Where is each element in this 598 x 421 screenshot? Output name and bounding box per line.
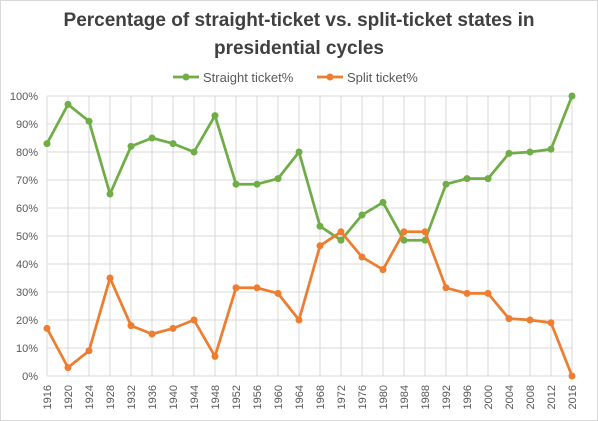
y-tick-label: 70%	[16, 175, 38, 187]
x-tick-label: 1940	[168, 385, 180, 409]
data-point	[316, 242, 324, 250]
x-tick-label: 1944	[189, 385, 201, 409]
data-point	[379, 198, 387, 206]
data-point	[358, 253, 366, 261]
x-tick-label: 2016	[567, 385, 579, 409]
x-tick-label: 1936	[147, 385, 159, 409]
y-tick-label: 10%	[16, 343, 38, 355]
data-point	[64, 364, 72, 372]
y-tick-label: 60%	[16, 203, 38, 215]
series-line-2	[45, 230, 574, 378]
data-point	[106, 190, 114, 198]
x-tick-label: 1980	[378, 385, 390, 409]
data-point	[211, 352, 219, 360]
x-tick-label: 1924	[84, 385, 96, 409]
x-tick-label: 2008	[525, 385, 537, 409]
data-point	[148, 134, 156, 142]
x-tick-label: 1972	[336, 385, 348, 409]
data-point	[337, 236, 345, 244]
series-line-1	[45, 94, 574, 242]
data-point	[463, 289, 471, 297]
data-point	[526, 316, 534, 324]
data-point	[274, 175, 282, 183]
data-point	[442, 284, 450, 292]
data-point	[85, 347, 93, 355]
data-point	[190, 316, 198, 324]
data-point	[337, 228, 345, 236]
data-point	[379, 266, 387, 274]
legend-label: Split ticket%	[347, 70, 418, 85]
data-point	[358, 211, 366, 219]
data-point	[190, 148, 198, 156]
data-point	[64, 100, 72, 108]
data-point	[316, 222, 324, 230]
x-tick-label: 2000	[483, 385, 495, 409]
data-point	[568, 92, 576, 100]
data-point	[442, 180, 450, 188]
y-tick-label: 80%	[16, 147, 38, 159]
data-point	[526, 148, 534, 156]
data-point	[253, 180, 261, 188]
data-point	[43, 324, 51, 332]
x-tick-label: 1976	[357, 385, 369, 409]
x-tick-label: 1948	[210, 385, 222, 409]
data-point	[43, 140, 51, 148]
x-tick-label: 1988	[420, 385, 432, 409]
data-point	[547, 145, 555, 153]
x-tick-label: 1992	[441, 385, 453, 409]
x-tick-label: 2012	[546, 385, 558, 409]
x-tick-label: 1952	[231, 385, 243, 409]
data-point	[505, 315, 513, 323]
chart-title: Percentage of straight-ticket vs. split-…	[63, 10, 535, 59]
data-point	[169, 324, 177, 332]
x-tick-label: 1984	[399, 385, 411, 409]
y-tick-label: 20%	[16, 315, 38, 327]
legend-swatch-marker	[326, 73, 334, 81]
x-tick-label: 2004	[504, 385, 516, 409]
data-point	[106, 274, 114, 282]
data-point	[484, 175, 492, 183]
x-tick-label: 1996	[462, 385, 474, 409]
x-tick-label: 1960	[273, 385, 285, 409]
data-point	[400, 228, 408, 236]
data-point	[463, 175, 471, 183]
x-tick-label: 1956	[252, 385, 264, 409]
y-tick-label: 40%	[16, 259, 38, 271]
data-point	[274, 289, 282, 297]
data-point	[484, 289, 492, 297]
data-point	[211, 112, 219, 120]
x-tick-label: 1964	[294, 385, 306, 409]
data-point	[568, 372, 576, 380]
y-tick-label: 100%	[10, 91, 38, 103]
data-point	[295, 316, 303, 324]
data-point	[127, 142, 135, 150]
data-point	[421, 228, 429, 236]
data-point	[127, 322, 135, 330]
y-tick-label: 30%	[16, 287, 38, 299]
x-tick-label: 1920	[63, 385, 75, 409]
data-point	[232, 180, 240, 188]
data-point	[505, 149, 513, 157]
y-tick-label: 0%	[22, 371, 38, 383]
x-tick-label: 1928	[105, 385, 117, 409]
x-tick-label: 1932	[126, 385, 138, 409]
legend-label: Straight ticket%	[203, 70, 294, 85]
data-point	[295, 148, 303, 156]
y-tick-label: 50%	[16, 231, 38, 243]
data-point	[85, 117, 93, 125]
data-point	[169, 140, 177, 148]
x-tick-label: 1916	[42, 385, 54, 409]
data-point	[148, 330, 156, 338]
data-point	[253, 284, 261, 292]
data-point	[232, 284, 240, 292]
data-point	[547, 319, 555, 327]
x-tick-label: 1968	[315, 385, 327, 409]
data-point	[400, 236, 408, 244]
legend-swatch-marker	[182, 73, 190, 81]
y-tick-label: 90%	[16, 119, 38, 131]
